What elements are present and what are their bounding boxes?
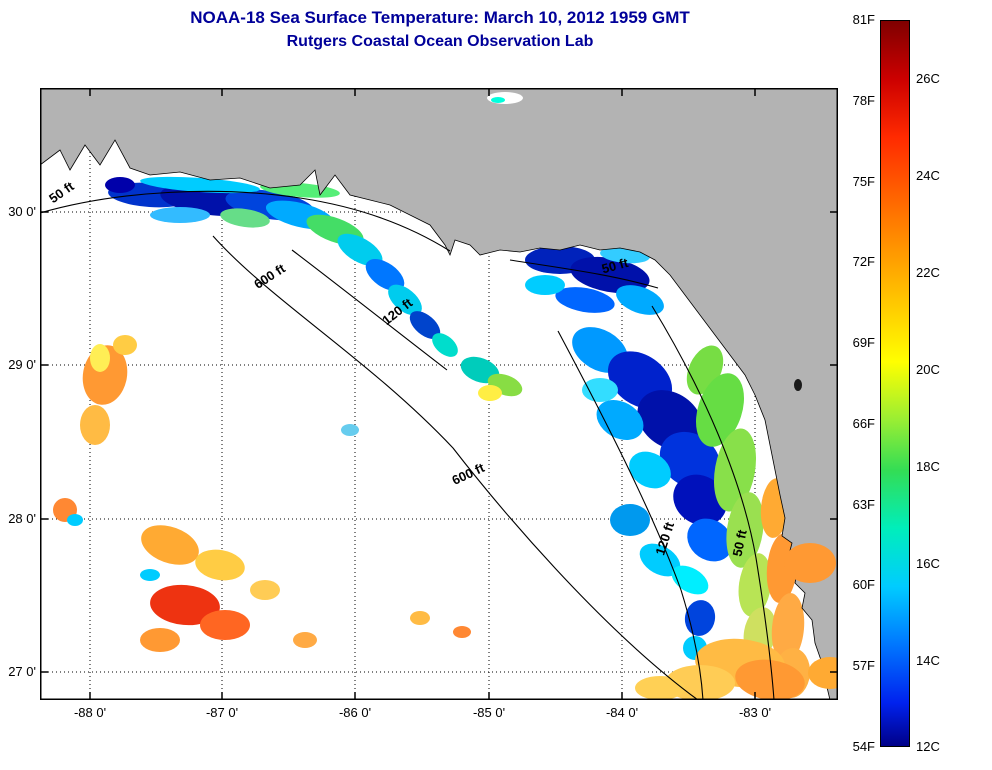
sst-patch [525, 275, 565, 295]
y-axis-tick-label: 30 0' [8, 204, 36, 219]
sst-patch [478, 385, 502, 401]
depth-contour-line [40, 190, 451, 252]
sst-patch [409, 311, 441, 339]
sst-patch [671, 565, 709, 595]
y-axis-tick-label: 29 0' [8, 357, 36, 372]
colorbar-fahrenheit-label: 60F [852, 577, 875, 593]
sst-patch [220, 208, 270, 228]
sst-patch [113, 335, 137, 355]
depth-contour-line [212, 235, 699, 700]
sst-patch [432, 333, 458, 357]
sst-patch [200, 610, 250, 640]
x-axis-tick-label: -86 0' [338, 705, 372, 720]
sst-patch [337, 233, 383, 267]
sst-patch [250, 580, 280, 600]
colorbar-fahrenheit-label: 63F [852, 496, 875, 512]
colorbar-fahrenheit-label: 81F [852, 12, 875, 27]
sst-patch [67, 514, 83, 526]
colorbar-fahrenheit-label: 78F [852, 92, 875, 108]
colorbar-fahrenheit-label: 75F [852, 173, 875, 189]
colorbar-celsius-label: 20C [916, 362, 940, 378]
colorbar [880, 20, 910, 747]
x-axis-tick-label: -88 0' [73, 705, 107, 720]
sst-patch [195, 549, 245, 581]
colorbar-celsius-label: 22C [916, 265, 940, 281]
colorbar-fahrenheit-label: 57F [852, 658, 875, 674]
sst-patch [570, 256, 650, 294]
y-axis-tick-label: 28 0' [8, 511, 36, 526]
colorbar-celsius-label: 14C [916, 652, 940, 668]
sst-patch [684, 600, 716, 636]
sst-patch [687, 518, 733, 562]
sst-patch [410, 611, 430, 625]
sst-patch [596, 400, 644, 440]
colorbar-fahrenheit-label: 66F [852, 415, 875, 431]
sst-patch [293, 632, 317, 648]
sst-patch [90, 344, 110, 372]
depth-contour-line [557, 330, 704, 700]
page-subtitle: Rutgers Coastal Ocean Observation Lab [286, 33, 594, 50]
depth-contour-line [509, 259, 659, 289]
colorbar-celsius-label: 26C [916, 71, 940, 87]
sst-patch [582, 378, 618, 402]
sst-patch [140, 569, 160, 581]
sst-patch [365, 259, 405, 291]
sst-patch [140, 628, 180, 652]
sst-patch [140, 176, 260, 194]
cloud-gap-sst-patch [491, 97, 505, 103]
sst-patch [80, 405, 110, 445]
sst-patch [150, 584, 220, 626]
colorbar-celsius-label: 12C [916, 739, 940, 754]
x-axis-tick-label: -85 0' [472, 705, 506, 720]
sst-patch [639, 543, 681, 577]
sst-patch [105, 177, 135, 193]
sst-patch [453, 626, 471, 638]
tampa-bay-water [784, 543, 836, 583]
colorbar-celsius-label: 18C [916, 458, 940, 474]
sst-patch [673, 474, 727, 526]
x-axis-tick-label: -83 0' [738, 705, 772, 720]
colorbar-celsius-label: 24C [916, 168, 940, 184]
depth-contour-label: 50 ft [729, 528, 749, 558]
sst-patch [735, 659, 805, 700]
sst-patch [388, 284, 422, 316]
coastal-bay-water [808, 657, 838, 689]
sst-patch [738, 553, 772, 617]
depth-contour-label: 50 ft [600, 255, 630, 277]
colorbar-celsius-label: 16C [916, 555, 940, 571]
x-axis-tick-label: -84 0' [605, 705, 639, 720]
sst-patch [616, 285, 664, 315]
cloud-gap-patch [487, 92, 523, 104]
map-border [40, 88, 838, 700]
sst-patch [341, 424, 359, 436]
sst-patch [696, 373, 744, 447]
sst-patch [150, 207, 210, 223]
page-title: NOAA-18 Sea Surface Temperature: March 1… [190, 8, 690, 27]
sst-patch [659, 431, 721, 489]
land-mass [40, 88, 838, 700]
depth-contour-line [651, 305, 775, 700]
coastal-lake-mark [794, 379, 802, 391]
x-axis-tick-label: -87 0' [205, 705, 239, 720]
sst-patch [141, 525, 199, 565]
depth-contour-line [291, 249, 448, 371]
colorbar-fahrenheit-label: 54F [852, 739, 875, 754]
sst-patch [635, 676, 685, 700]
sst-patch [629, 451, 671, 489]
sst-patch [555, 287, 615, 313]
colorbar-fahrenheit-label: 69F [852, 335, 875, 351]
colorbar-fahrenheit-label: 72F [852, 254, 875, 270]
sst-patch [610, 504, 650, 536]
sst-patch [771, 593, 805, 663]
y-axis-tick-label: 27 0' [8, 664, 36, 679]
